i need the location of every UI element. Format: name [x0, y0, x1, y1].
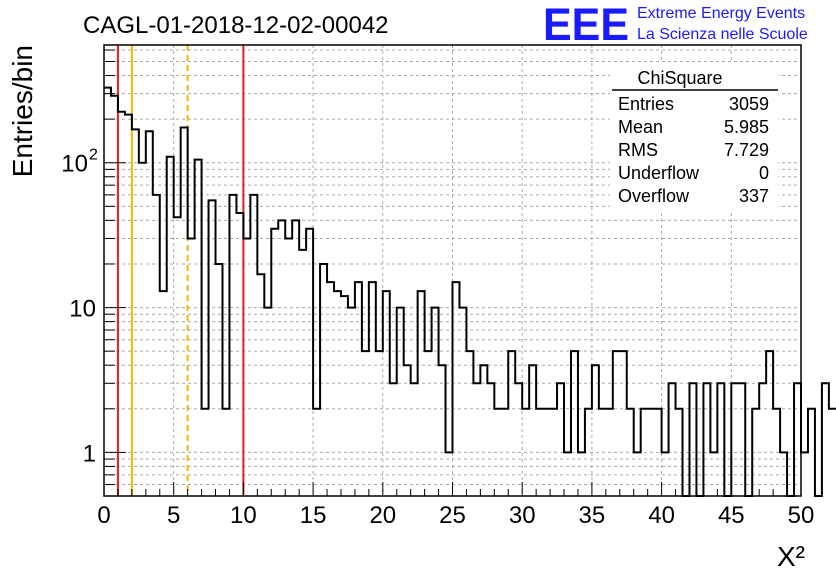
- stats-value: 337: [739, 186, 769, 206]
- x-tick-label: 45: [718, 502, 745, 529]
- stats-box-bg: [610, 63, 778, 213]
- x-tick-label: 15: [300, 502, 327, 529]
- x-tick-labels: 0 5 10 15 20 25 30 35 40 45 50: [97, 502, 814, 529]
- stats-rows: Entries 3059 Mean 5.985 RMS 7.729 Underflow 0 Ov…: [618, 94, 769, 206]
- stats-value: 0: [759, 163, 769, 183]
- logo-line-2: La Scienza nelle Scuole: [637, 26, 808, 43]
- stats-label: Mean: [618, 117, 663, 137]
- stats-label: Overflow: [618, 186, 690, 206]
- x-tick-label: 30: [509, 502, 536, 529]
- stats-value: 5.985: [724, 117, 769, 137]
- x-tick-label: 10: [230, 502, 257, 529]
- x-tick-label: 20: [369, 502, 396, 529]
- x-tick-label: 25: [439, 502, 466, 529]
- y-tick-label: 10: [69, 296, 96, 323]
- x-tick-label: 35: [579, 502, 606, 529]
- x-tick-label: 5: [167, 502, 180, 529]
- y-tick-exponent: 2: [89, 147, 98, 164]
- stats-value: 3059: [729, 94, 769, 114]
- stats-label: Entries: [618, 94, 674, 114]
- x-tick-label: 40: [648, 502, 675, 529]
- axis-ticks: [103, 49, 802, 497]
- threshold-lines: [116, 45, 245, 496]
- stats-label: RMS: [618, 140, 658, 160]
- histogram-outline: [104, 86, 836, 497]
- y-tick-label: 1: [83, 440, 96, 467]
- x-tick-label: 50: [788, 502, 815, 529]
- run-title: CAGL-01-2018-12-02-00042: [83, 12, 389, 39]
- y-axis-title: Entries/bin: [7, 45, 38, 177]
- stats-box: ChiSquare Entries 3059 Mean 5.985 RMS 7.729 Un…: [610, 63, 778, 213]
- eee-logo: EEE: [543, 0, 629, 50]
- logo-line-1: Extreme Energy Events: [637, 5, 805, 22]
- x-axis-title: X²: [777, 541, 805, 572]
- stats-box-title: ChiSquare: [637, 68, 722, 88]
- stats-label: Underflow: [618, 163, 700, 183]
- y-tick-label: 10: [61, 151, 88, 178]
- stats-value: 7.729: [724, 140, 769, 160]
- x-tick-label: 0: [97, 502, 110, 529]
